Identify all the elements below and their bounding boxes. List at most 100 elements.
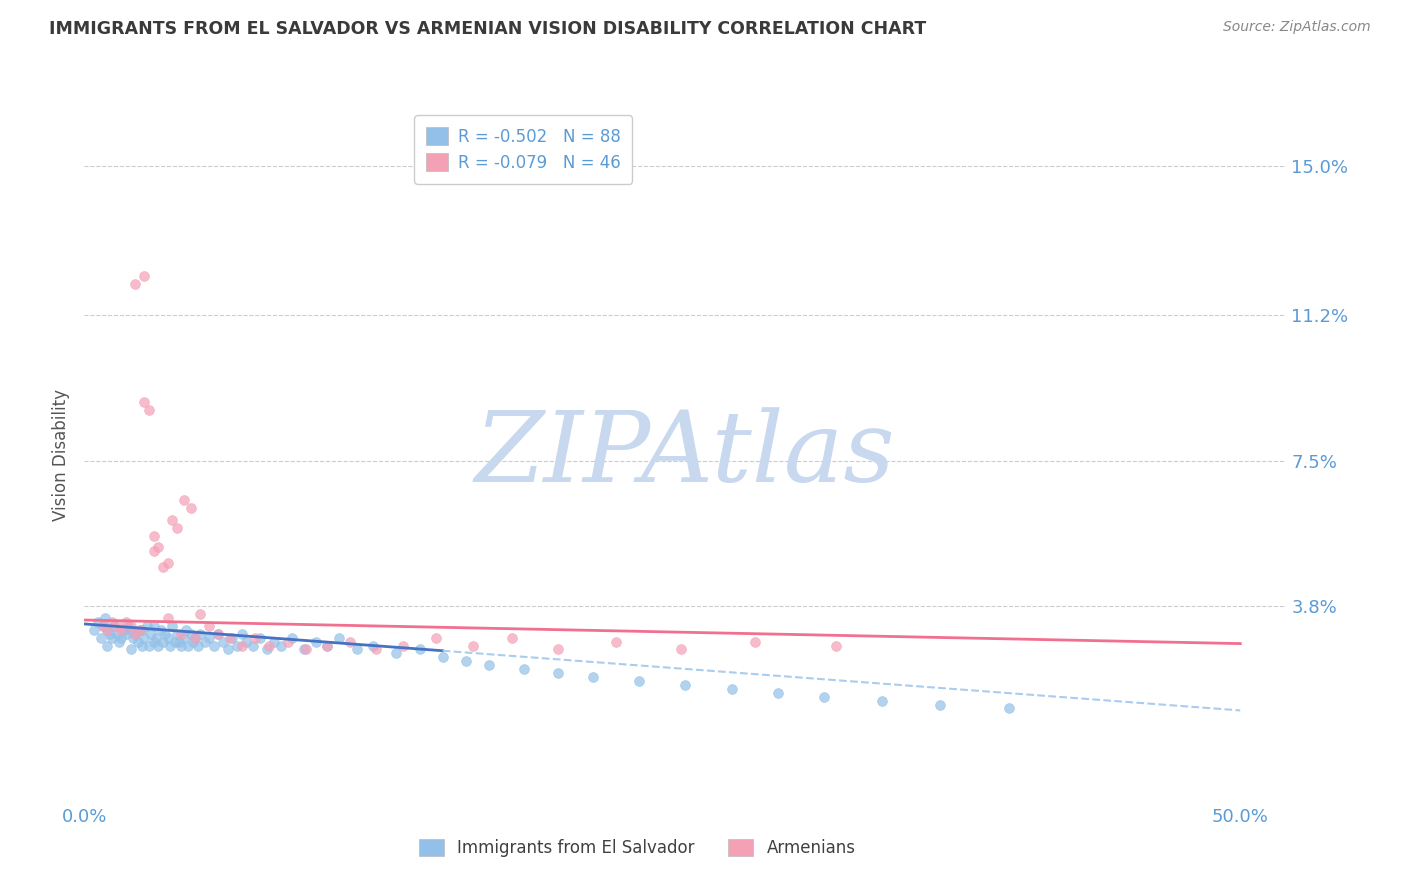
Point [120,623,142,637]
Point [408,642,430,657]
Point [112,623,135,637]
Point [122,631,145,645]
Point [134,631,156,645]
Point [174,623,197,637]
Point [127,634,149,648]
Text: Source: ZipAtlas.com: Source: ZipAtlas.com [1223,20,1371,34]
Point [108,634,131,648]
Point [235,634,257,648]
Point [98,627,121,641]
Point [160,513,183,527]
Point [138,639,160,653]
Point [166,627,188,641]
Point [167,634,190,648]
Point [163,634,186,648]
Point [202,639,225,653]
Point [432,650,454,665]
Point [166,521,188,535]
Point [115,627,138,641]
Text: IMMIGRANTS FROM EL SALVADOR VS ARMENIAN VISION DISABILITY CORRELATION CHART: IMMIGRANTS FROM EL SALVADOR VS ARMENIAN … [49,20,927,37]
Point [281,631,304,645]
Point [91,619,114,633]
Point [131,623,153,637]
Point [512,662,534,676]
Point [231,627,253,641]
Point [160,619,183,633]
Point [454,654,477,668]
Point [120,619,142,633]
Y-axis label: Vision Disability: Vision Disability [52,389,70,521]
Point [461,639,484,653]
Point [145,631,167,645]
Point [105,619,128,633]
Point [142,634,165,648]
Point [226,639,249,653]
Point [188,627,211,641]
Point [316,639,339,653]
Point [142,619,165,633]
Point [156,556,179,570]
Point [385,647,408,661]
Point [115,615,138,629]
Point [212,634,235,648]
Point [219,631,242,645]
Point [180,627,202,641]
Point [91,619,114,633]
Point [346,642,368,657]
Point [263,634,285,648]
Point [582,670,605,684]
Point [245,631,267,645]
Point [547,642,569,657]
Point [156,631,179,645]
Point [173,493,195,508]
Point [141,627,163,641]
Point [813,690,835,704]
Point [152,560,174,574]
Point [173,631,195,645]
Point [101,631,124,645]
Point [193,634,217,648]
Point [998,701,1021,715]
Point [142,544,165,558]
Point [277,634,299,648]
Point [184,631,207,645]
Point [256,642,278,657]
Point [134,268,156,283]
Point [124,627,146,641]
Point [87,615,110,629]
Point [83,623,105,637]
Point [363,639,385,653]
Point [177,639,200,653]
Point [170,639,193,653]
Point [120,642,142,657]
Point [152,634,174,648]
Point [96,623,118,637]
Point [744,634,766,648]
Point [292,642,315,657]
Point [198,631,221,645]
Text: ZIPAtlas: ZIPAtlas [475,408,896,502]
Point [181,634,204,648]
Point [134,395,156,409]
Point [142,528,165,542]
Point [187,639,209,653]
Point [304,634,326,648]
Point [101,615,124,629]
Point [392,639,415,653]
Point [249,631,271,645]
Point [96,623,118,637]
Point [135,619,157,633]
Point [242,639,264,653]
Point [928,698,950,712]
Point [295,642,318,657]
Point [159,639,181,653]
Point [605,634,627,648]
Point [103,619,125,633]
Point [364,642,387,657]
Point [117,619,139,633]
Point [339,634,361,648]
Point [149,623,172,637]
Point [110,631,132,645]
Point [184,631,207,645]
Point [148,541,170,555]
